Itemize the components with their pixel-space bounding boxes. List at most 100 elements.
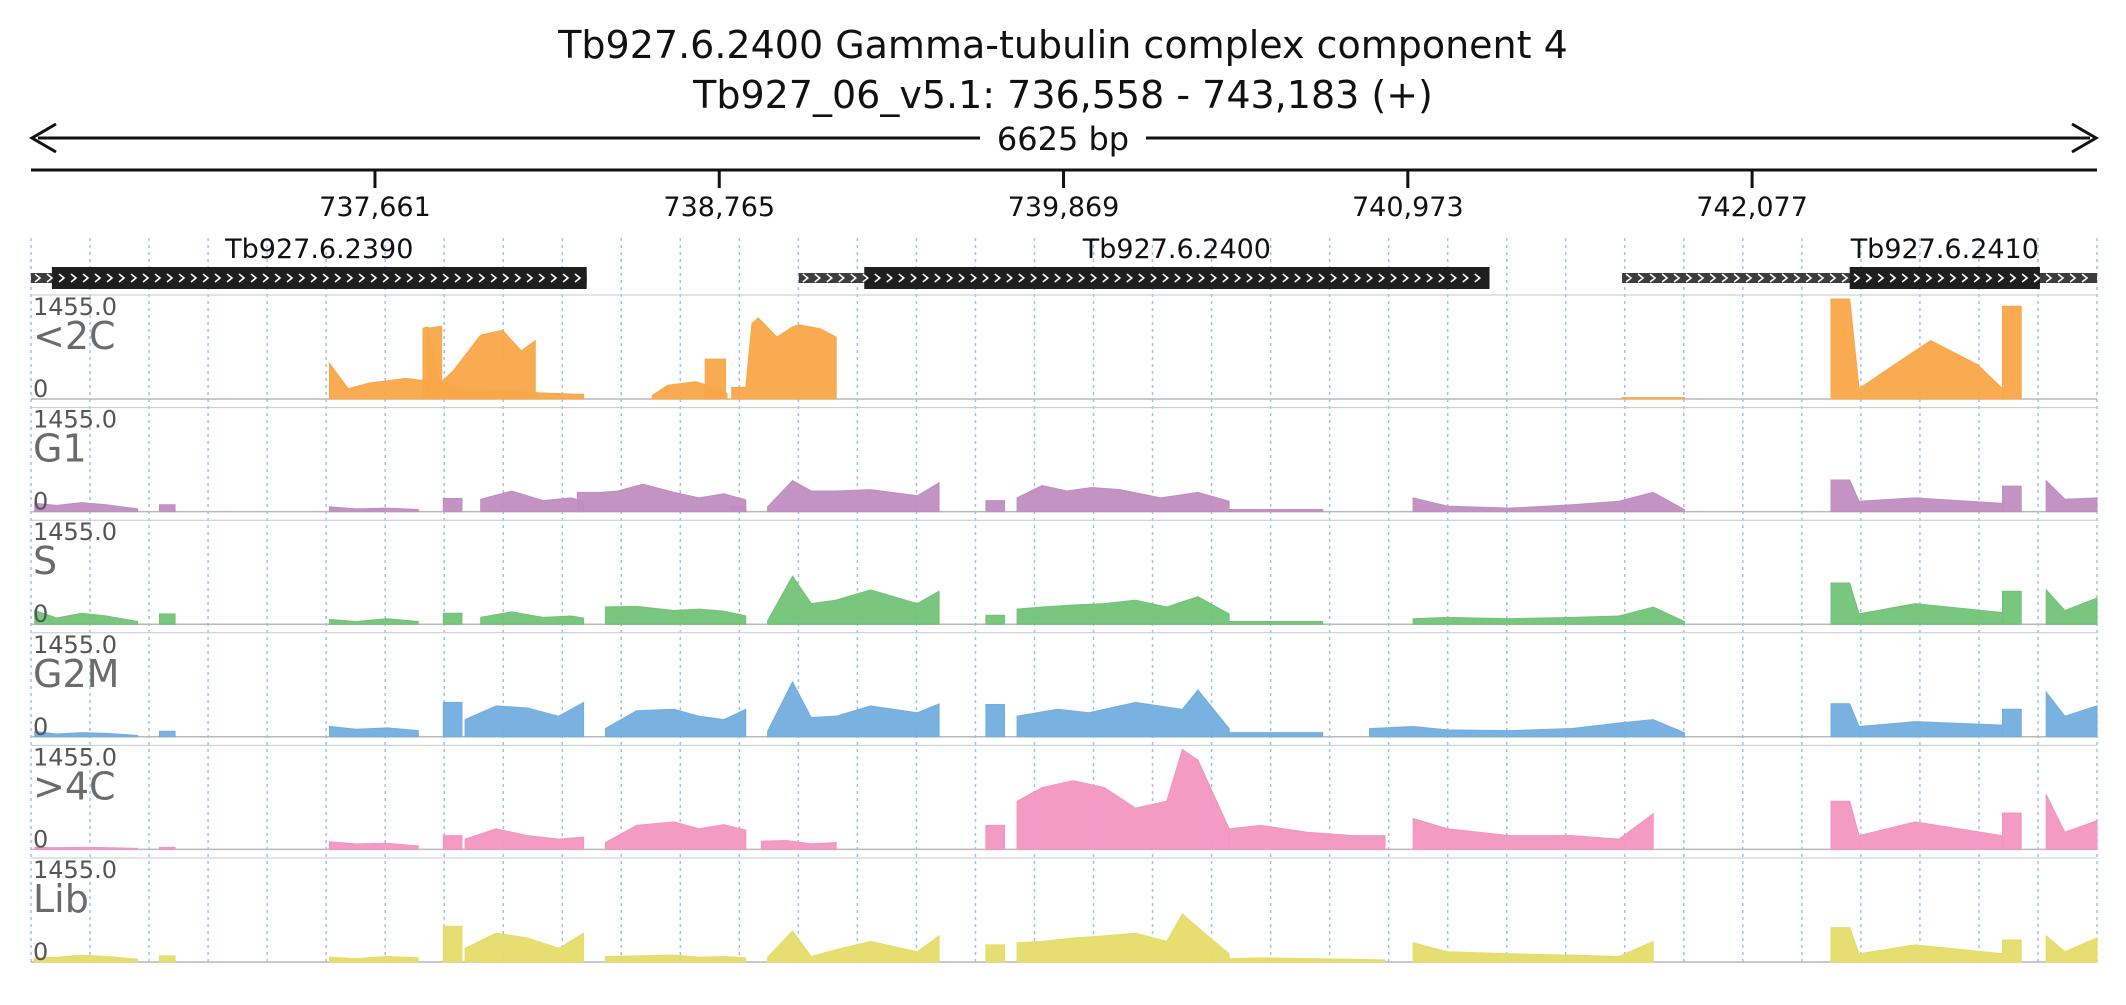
coverage-segment xyxy=(767,680,940,738)
coverage-segment xyxy=(1830,703,2004,738)
coverage-segment xyxy=(442,925,463,963)
x-tick-label: 742,077 xyxy=(1696,192,1808,223)
coverage-segment xyxy=(2002,590,2022,625)
coverage-segment xyxy=(442,612,463,625)
gene-label: Tb927.6.2410 xyxy=(1850,234,2039,265)
coverage-segment xyxy=(158,846,176,850)
chart-subtitle: Tb927_06_v5.1: 736,558 - 743,183 (+) xyxy=(692,73,1433,117)
track-ymin-label: 0 xyxy=(33,488,48,516)
coverage-segment xyxy=(158,613,176,625)
track-ymin-label: 0 xyxy=(33,938,48,966)
coverage-segment xyxy=(985,944,1006,963)
coverage-segment xyxy=(158,730,176,738)
coverage-segment xyxy=(480,490,585,513)
coverage-segment xyxy=(34,846,139,850)
coverage-segment xyxy=(1412,812,1654,850)
track-name-label: >4C xyxy=(33,764,116,808)
coverage-segment xyxy=(480,611,585,625)
coverage-segment xyxy=(2002,708,2022,738)
coverage-segment xyxy=(328,725,419,738)
coverage-segment xyxy=(442,701,463,738)
coverage-segment xyxy=(1621,397,1685,400)
coverage-segment xyxy=(427,325,443,400)
chart-title: Tb927.6.2400 Gamma-tubulin complex compo… xyxy=(557,23,1568,67)
track-name-label: <2C xyxy=(33,314,116,358)
gene-model: Tb927.6.2390 xyxy=(31,234,587,289)
coverage-segment xyxy=(1016,689,1230,738)
coverage-segment xyxy=(2045,690,2098,738)
coverage-segment xyxy=(1016,596,1230,625)
coverage-segment xyxy=(604,708,747,738)
coverage-segment xyxy=(1016,484,1230,513)
track-ymax-label: 1455.0 xyxy=(33,631,117,659)
coverage-segment xyxy=(1412,940,1654,963)
track-name-label: G1 xyxy=(33,427,87,471)
coverage-segment xyxy=(1228,824,1386,850)
coverage-segment xyxy=(985,703,1006,738)
gene-label: Tb927.6.2400 xyxy=(1082,234,1271,265)
coverage-segment xyxy=(2002,812,2022,850)
coverage-segment xyxy=(1830,582,2004,625)
track-ymax-label: 1455.0 xyxy=(33,293,117,321)
coverage-segment xyxy=(604,954,747,963)
coverage-segment xyxy=(1830,479,2004,513)
coverage-segment xyxy=(1368,719,1685,738)
coverage-segment xyxy=(985,824,1006,850)
coverage-segment xyxy=(464,701,585,738)
strand-arrows xyxy=(1625,273,2089,283)
coverage-segment xyxy=(985,614,1006,625)
coverage-segment xyxy=(2045,479,2098,513)
coverage-segment xyxy=(1016,748,1230,850)
coverage-segment xyxy=(2045,794,2098,850)
coverage-segment xyxy=(158,955,176,963)
gene-track: Tb927.6.2390 Tb927.6.2400 Tb927.6.2410 xyxy=(31,234,2097,289)
gene-cds xyxy=(864,267,1490,289)
coverage-segment xyxy=(2002,305,2022,400)
coverage-segment xyxy=(985,500,1006,513)
track-ymax-label: 1455.0 xyxy=(33,406,117,434)
track-ymax-label: 1455.0 xyxy=(33,518,117,546)
gene-cds xyxy=(51,267,587,289)
coverage-segment xyxy=(767,480,940,513)
coverage-segment xyxy=(604,821,747,850)
coverage-segment xyxy=(1228,509,1324,513)
span-ruler: 6625 bp xyxy=(29,120,2099,158)
track-name-label: G2M xyxy=(33,652,119,696)
x-tick-label: 738,765 xyxy=(663,192,775,223)
coverage-segment xyxy=(1830,927,2004,963)
coordinate-axis: 737,661 738,765 739,869 740,973 742,077 xyxy=(31,168,2097,223)
coverage-segment xyxy=(760,839,837,850)
track-ymax-label: 1455.0 xyxy=(33,743,117,771)
coverage-segment xyxy=(1830,298,2004,400)
track-ymin-label: 0 xyxy=(33,713,48,741)
track-ymax-label: 1455.0 xyxy=(33,856,117,884)
gene-cds xyxy=(1849,267,2040,289)
coverage-track: 1455.0>4C 0 xyxy=(31,743,2098,853)
coverage-segment xyxy=(2045,588,2098,625)
track-name-label: Lib xyxy=(33,877,89,921)
strand-arrows xyxy=(802,273,1482,283)
coverage-track: 1455.0G1 0 xyxy=(31,406,2098,516)
coverage-segment xyxy=(767,575,940,625)
coverage-segment xyxy=(1228,957,1386,963)
coverage-segment xyxy=(2002,939,2022,963)
gene-model: Tb927.6.2410 xyxy=(1622,234,2097,289)
coverage-segment xyxy=(464,932,585,963)
coverage-segment xyxy=(464,828,585,850)
coverage-segment xyxy=(328,841,419,850)
x-tick-label: 740,973 xyxy=(1352,192,1464,223)
coverage-segment xyxy=(1228,620,1324,625)
coverage-segment xyxy=(604,605,747,625)
grid-lines xyxy=(30,238,2098,962)
coverage-segment xyxy=(34,609,139,625)
coverage-segment xyxy=(442,835,463,850)
coverage-tracks: 1455.0<2C01455.0G101455.0S01455.0G2M0145… xyxy=(31,293,2098,966)
x-tick-label: 739,869 xyxy=(1008,192,1120,223)
coverage-segment xyxy=(34,954,139,963)
coverage-segment xyxy=(1412,491,1685,513)
coverage-segment xyxy=(576,483,747,513)
